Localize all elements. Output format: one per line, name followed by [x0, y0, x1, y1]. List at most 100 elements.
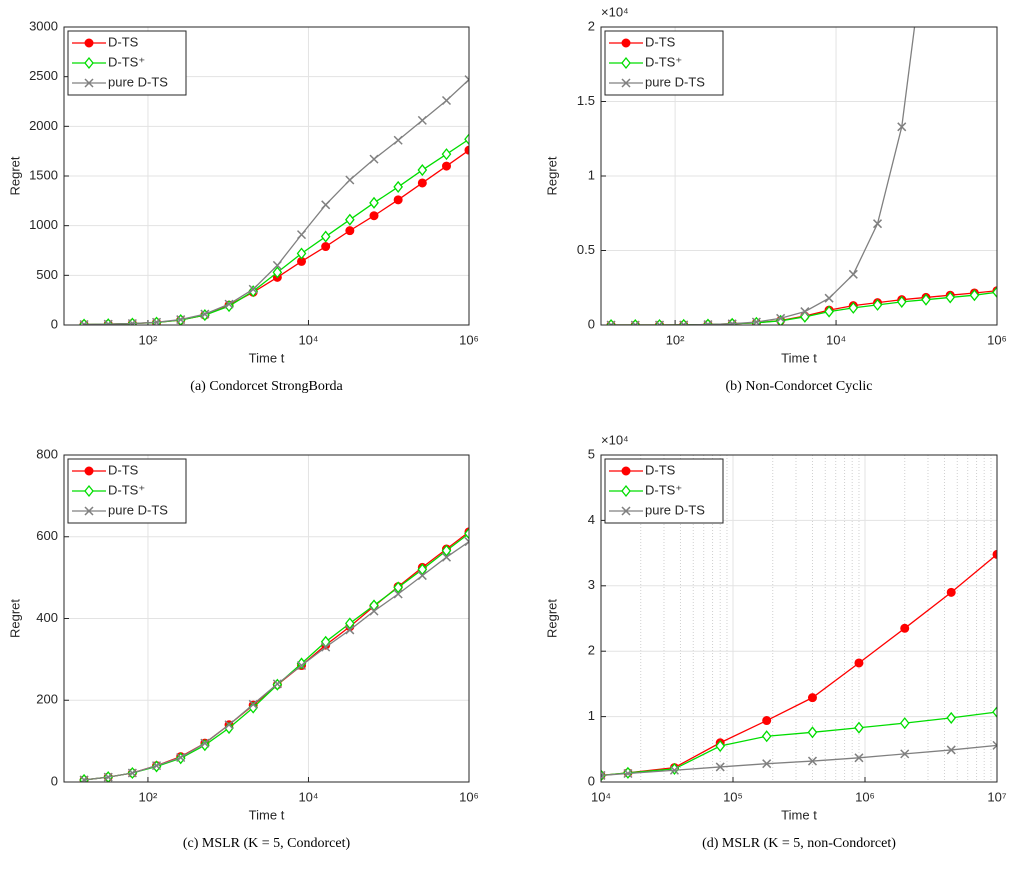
marker — [621, 484, 631, 498]
x-tick-label: 10⁵ — [723, 789, 743, 804]
y-tick-label: 1 — [588, 167, 595, 182]
marker — [897, 122, 907, 132]
marker — [321, 200, 331, 210]
marker — [320, 230, 331, 243]
legend-label: D-TS — [108, 462, 139, 477]
marker — [272, 266, 283, 279]
panel: 10⁴ 10⁵ 10⁶ 10⁷ 0 1 2 3 4 5 ×10⁴ D-TS D-TS⁺ pure D-TS… — [544, 432, 1006, 851]
marker — [776, 313, 786, 323]
x-tick-label: 10⁶ — [855, 789, 875, 804]
marker — [992, 740, 997, 750]
marker — [872, 298, 883, 311]
marker — [654, 320, 665, 325]
y-exponent: ×10⁴ — [601, 4, 629, 19]
marker — [623, 768, 633, 779]
marker — [762, 759, 772, 769]
legend-label: pure D-TS — [645, 74, 705, 89]
y-tick-label: 3 — [588, 577, 595, 592]
marker — [84, 78, 94, 88]
marker — [621, 506, 631, 516]
y-tick-label: 2 — [588, 18, 595, 33]
marker — [900, 623, 910, 633]
marker — [296, 660, 307, 671]
y-tick-label: 2500 — [29, 68, 58, 83]
marker — [807, 756, 818, 766]
marker — [127, 768, 137, 778]
y-tick-label: 2000 — [29, 118, 58, 133]
caption: (c) MSLR (K = 5, Condorcet) — [183, 836, 351, 851]
y-tick-label: 600 — [36, 528, 58, 543]
x-tick-label: 10⁴ — [826, 332, 846, 347]
marker — [800, 307, 810, 317]
marker — [464, 75, 469, 85]
legend-label: D-TS — [108, 34, 139, 49]
marker — [103, 319, 113, 325]
x-tick-label: 10² — [139, 332, 158, 347]
marker — [946, 745, 956, 755]
marker — [224, 299, 234, 309]
caption: (b) Non-Condorcet Cyclic — [726, 379, 873, 394]
marker — [393, 581, 403, 594]
marker — [84, 466, 94, 476]
marker — [369, 196, 379, 209]
marker — [200, 738, 210, 748]
y-tick-label: 0 — [588, 773, 595, 788]
caption: (d) MSLR (K = 5, non-Condorcet) — [702, 836, 896, 851]
x-axis-label: Time t — [781, 807, 817, 822]
legend-label: D-TS — [645, 462, 676, 477]
x-tick-label: 10² — [139, 789, 158, 804]
marker — [900, 749, 910, 759]
x-tick-label: 10⁶ — [459, 789, 479, 804]
x-tick-label: 10⁴ — [591, 789, 611, 804]
marker — [176, 315, 186, 325]
y-tick-label: 2 — [588, 643, 595, 658]
marker — [417, 178, 427, 188]
marker — [715, 739, 726, 753]
marker — [621, 56, 631, 70]
marker — [393, 195, 403, 205]
marker — [992, 549, 997, 559]
marker — [200, 739, 210, 752]
x-tick-label: 10⁶ — [987, 332, 1007, 347]
marker — [921, 293, 931, 306]
marker — [464, 537, 469, 547]
legend-label: pure D-TS — [108, 502, 168, 517]
marker — [621, 38, 631, 48]
legend-label: pure D-TS — [645, 502, 705, 517]
marker — [369, 154, 379, 164]
plot-series — [79, 75, 469, 325]
marker — [727, 319, 737, 325]
marker — [946, 587, 956, 597]
marker — [79, 775, 89, 782]
marker — [84, 56, 94, 70]
axes-box — [63, 26, 470, 326]
marker — [393, 589, 403, 599]
y-axis-label: Regret — [7, 599, 22, 638]
marker — [345, 625, 355, 635]
y-tick-label: 1500 — [29, 167, 58, 182]
marker — [176, 752, 186, 763]
marker — [321, 242, 331, 252]
series-line — [601, 744, 997, 777]
marker — [621, 78, 631, 88]
marker — [945, 291, 956, 304]
marker — [200, 309, 210, 319]
y-tick-label: 5 — [588, 446, 595, 461]
marker — [464, 527, 469, 540]
marker — [393, 135, 403, 145]
y-tick-label: 4 — [588, 512, 595, 527]
marker — [630, 320, 640, 325]
panel: 10² 10⁴ 10⁶ 0 0.5 1 1.5 2 ×10⁴ D-TS D-TS⁺ pure D-TS… — [544, 4, 1007, 394]
marker — [441, 148, 452, 161]
marker — [441, 161, 451, 171]
y-tick-label: 0 — [51, 773, 58, 788]
x-axis-label: Time t — [781, 350, 817, 365]
x-tick-label: 10⁷ — [987, 789, 1006, 804]
legend-label: D-TS⁺ — [645, 54, 682, 69]
marker — [417, 115, 427, 125]
legend-label: D-TS⁺ — [108, 482, 145, 497]
marker — [992, 286, 997, 299]
marker — [896, 295, 907, 308]
marker — [441, 552, 452, 562]
x-axis-label: Time t — [249, 350, 285, 365]
